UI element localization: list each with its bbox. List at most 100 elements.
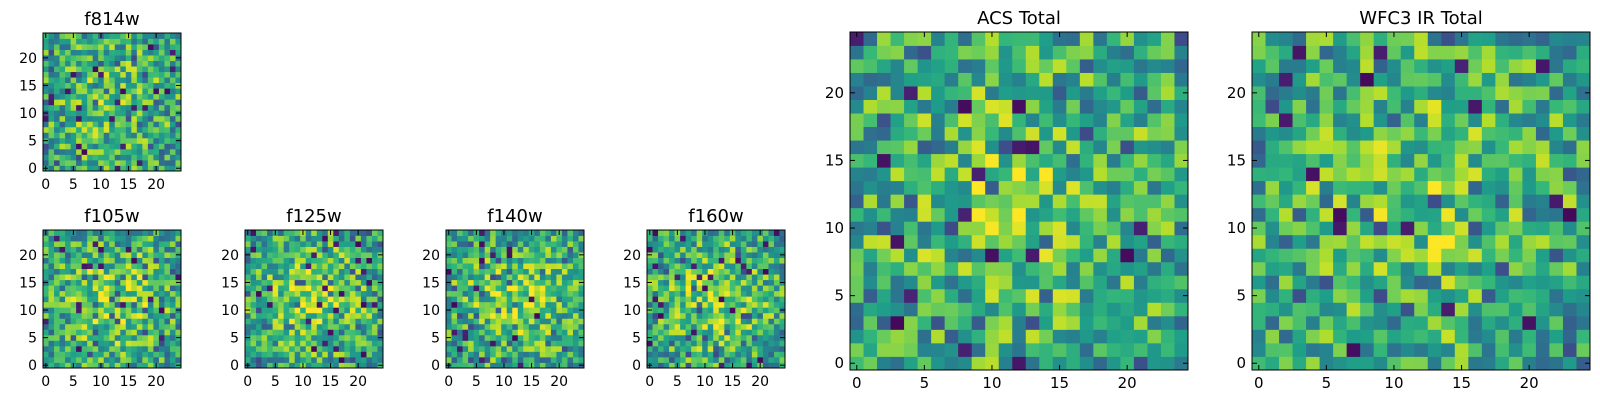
heatmap-cell [451, 246, 458, 253]
heatmap-cell [322, 241, 329, 247]
heatmap-cell [333, 362, 340, 369]
heatmap-cell [1495, 248, 1510, 263]
heatmap-cell [92, 312, 99, 319]
heatmap-cell [305, 307, 312, 314]
heatmap-cell [109, 93, 116, 100]
heatmap-cell [578, 290, 585, 297]
heatmap-cell [1265, 153, 1280, 168]
heatmap-cell [98, 93, 105, 100]
heatmap-cell [327, 252, 334, 258]
heatmap-cell [59, 290, 66, 297]
heatmap-cell [779, 312, 786, 319]
heatmap-cell [1319, 221, 1334, 236]
heatmap-cell [762, 285, 769, 292]
heatmap-cell [534, 230, 541, 236]
heatmap-cell [98, 318, 105, 325]
heatmap-cell [371, 301, 378, 308]
x-tick-label: 10 [92, 374, 110, 390]
heatmap-cell [751, 290, 758, 297]
heatmap-cell [1441, 113, 1456, 128]
heatmap-cell [59, 33, 66, 39]
heatmap-cell [539, 356, 546, 363]
heatmap-cell [305, 246, 312, 253]
heatmap-cell [261, 290, 268, 297]
x-tick-label: 15 [1050, 374, 1069, 392]
heatmap-cell [1093, 356, 1108, 371]
heatmap-cell [762, 246, 769, 253]
heatmap-cell [473, 246, 480, 253]
heatmap-cell [245, 329, 251, 336]
heatmap-cell [713, 329, 720, 336]
heatmap-cell [1025, 234, 1040, 249]
heatmap-cell [1093, 234, 1108, 249]
heatmap-cell [1066, 167, 1081, 182]
heatmap-cell [1106, 356, 1121, 371]
heatmap-cell [724, 318, 731, 325]
heatmap-cell [142, 285, 149, 292]
heatmap-cell [1562, 86, 1577, 100]
heatmap-cell [349, 230, 356, 236]
heatmap-cell [685, 235, 692, 242]
heatmap-cell [517, 351, 524, 358]
heatmap-cell [87, 279, 94, 286]
heatmap-cell [81, 323, 88, 330]
heatmap-cell [468, 235, 474, 242]
heatmap-cell [479, 296, 486, 303]
heatmap-cell [131, 356, 138, 363]
heatmap-cell [696, 340, 703, 347]
heatmap-cell [147, 296, 154, 303]
heatmap-cell [539, 345, 546, 352]
heatmap-cell [164, 33, 171, 39]
heatmap-cell [125, 104, 132, 111]
heatmap-cell [169, 323, 176, 330]
heatmap-cell [1481, 356, 1496, 371]
heatmap-cell [142, 356, 149, 363]
heatmap-cell [360, 351, 367, 358]
heatmap-cell [267, 323, 273, 330]
heatmap-cell [103, 60, 110, 67]
heatmap-cell [680, 345, 687, 352]
heatmap-cell [746, 263, 753, 270]
heatmap-cell [462, 334, 469, 341]
heatmap-cell [87, 77, 94, 84]
heatmap-cell [109, 126, 116, 133]
heatmap-cell [164, 274, 171, 281]
heatmap-cell [114, 235, 121, 242]
heatmap-cell [175, 71, 182, 78]
heatmap-cell [283, 257, 290, 264]
heatmap-cell [109, 329, 116, 336]
heatmap-cell [103, 44, 110, 50]
heatmap-cell [175, 312, 182, 319]
heatmap-cell [1400, 342, 1415, 357]
heatmap-cell [147, 38, 154, 45]
heatmap-cell [142, 44, 149, 50]
heatmap-cell [1333, 302, 1348, 317]
heatmap-cell [1522, 140, 1537, 155]
heatmap-cell [931, 140, 946, 155]
heatmap-cell [762, 307, 769, 314]
heatmap-cell [890, 180, 905, 195]
heatmap-cell [81, 38, 88, 45]
heatmap-cell [153, 115, 160, 122]
heatmap-cell [316, 279, 323, 286]
heatmap-cell [1576, 59, 1591, 73]
heatmap-cell [674, 268, 681, 275]
heatmap-cell [1576, 207, 1591, 222]
heatmap-cell [48, 345, 55, 352]
heatmap-cell [120, 99, 127, 106]
heatmap-cell [92, 246, 99, 253]
heatmap-cell [261, 274, 268, 281]
heatmap-cell [131, 351, 138, 358]
heatmap-cell [512, 257, 519, 264]
y-tick-label: 5 [632, 331, 641, 347]
heatmap-cell [904, 315, 918, 330]
heatmap-cell [1292, 234, 1307, 249]
heatmap-cell [1414, 275, 1429, 290]
heatmap-cell [311, 274, 318, 281]
heatmap-cell [59, 55, 66, 61]
heatmap-cell [136, 362, 143, 369]
heatmap-cell [175, 290, 182, 297]
heatmap-cell [768, 307, 775, 314]
heatmap-cell [1133, 32, 1148, 46]
heatmap-cell [680, 268, 687, 275]
